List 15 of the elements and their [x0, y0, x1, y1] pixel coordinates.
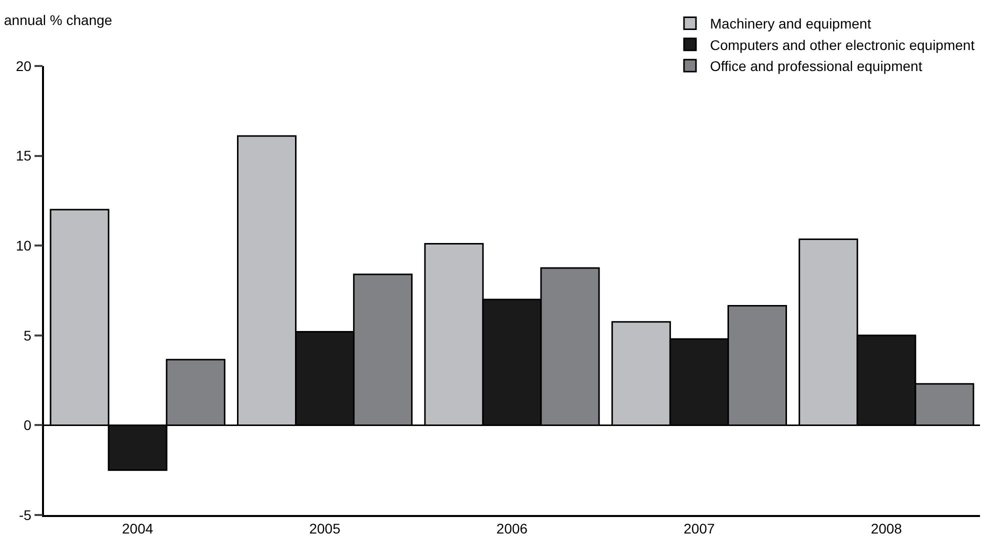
y-tick-label: 5	[24, 327, 32, 344]
x-tick-label: 2008	[870, 520, 902, 537]
x-tick-label: 2004	[122, 520, 154, 537]
y-tick-label: 15	[16, 148, 32, 164]
y-axis-title: annual % change	[4, 12, 112, 28]
y-tick-label: 20	[16, 58, 32, 74]
y-tick-label: -5	[18, 506, 32, 523]
legend-label: Machinery and equipment	[710, 16, 872, 32]
y-tick-label: 10	[16, 238, 32, 254]
legend-label: Office and professional equipment	[710, 58, 922, 74]
x-tick-label: 2006	[496, 520, 528, 537]
legend-label: Computers and other electronic equipment	[710, 36, 975, 53]
x-tick-label: 2007	[684, 520, 715, 537]
x-tick-label: 2005	[309, 520, 341, 537]
y-tick-label: 0	[24, 417, 32, 434]
